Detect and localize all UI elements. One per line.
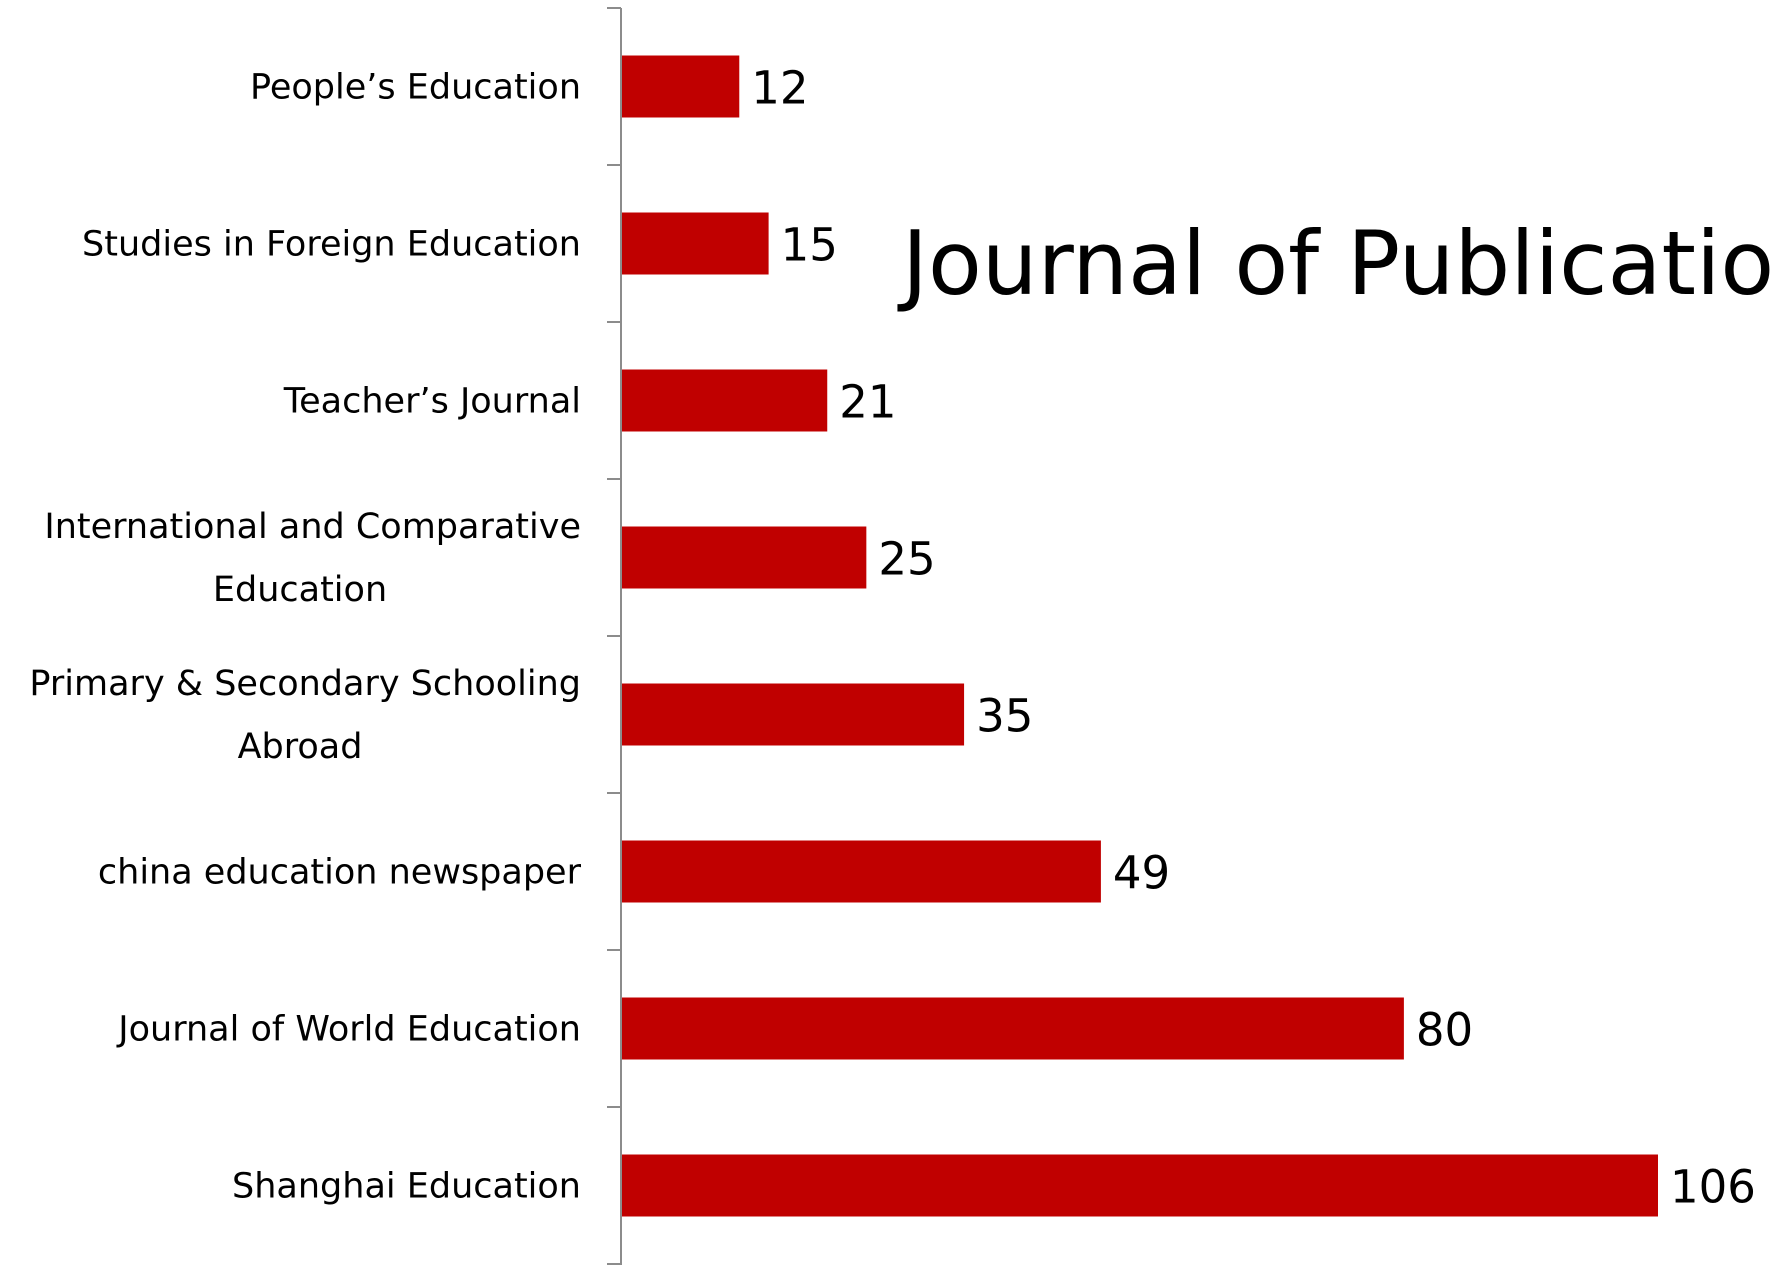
data-label: 15 <box>781 219 838 272</box>
data-label: 106 <box>1670 1161 1756 1214</box>
category-label: Shanghai Education <box>232 1167 581 1207</box>
category-label: Teacher’s Journal <box>283 382 581 422</box>
value-labels: 12 15 21 25 35 49 80 106 <box>751 62 1756 1214</box>
bar <box>622 683 965 746</box>
category-label: Abroad <box>238 727 363 767</box>
category-label: Primary & Secondary Schooling <box>29 664 581 704</box>
bar <box>622 369 828 432</box>
category-label: People’s Education <box>250 68 581 108</box>
category-label: Education <box>213 570 387 610</box>
category-label: Studies in Foreign Education <box>82 225 581 265</box>
data-label: 12 <box>751 62 808 115</box>
bar <box>622 212 769 275</box>
category-label: International and Comparative <box>44 507 581 547</box>
data-label: 80 <box>1416 1004 1473 1057</box>
category-label: china education newspaper <box>98 853 582 893</box>
data-label: 35 <box>976 690 1033 743</box>
data-label: 49 <box>1113 847 1170 900</box>
bar <box>622 840 1101 903</box>
bar <box>622 55 740 118</box>
y-axis-ticks <box>607 7 621 1265</box>
bars-group <box>622 55 1658 1217</box>
chart-title: Journal of Publicatio <box>897 212 1774 315</box>
bar <box>622 997 1404 1060</box>
category-labels: People’s Education Studies in Foreign Edu… <box>29 68 581 1207</box>
category-label: Journal of World Education <box>116 1010 581 1050</box>
bar <box>622 1154 1658 1217</box>
data-label: 21 <box>839 376 896 429</box>
bar <box>622 526 867 589</box>
data-label: 25 <box>878 533 935 586</box>
